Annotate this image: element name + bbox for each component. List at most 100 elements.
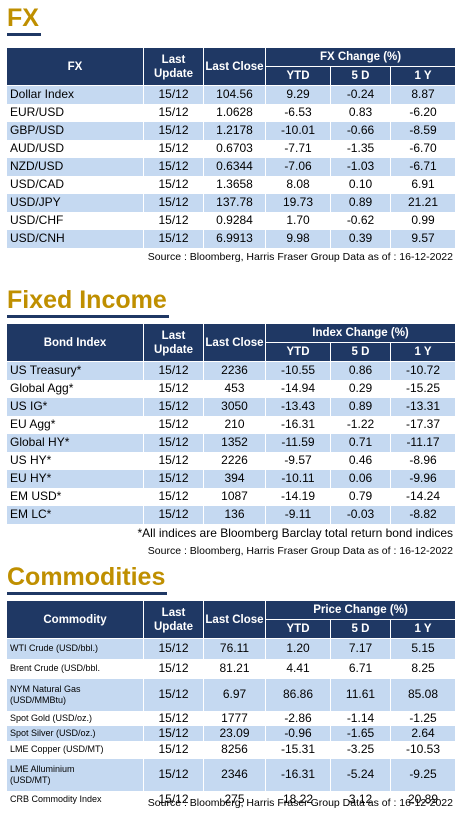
cell: 15/12 xyxy=(143,433,204,452)
cell: -13.31 xyxy=(389,397,457,416)
row-label: EM USD* xyxy=(6,487,144,506)
cell: -17.37 xyxy=(389,415,457,434)
cell: -15.31 xyxy=(265,740,331,759)
cell: 2236 xyxy=(203,361,266,380)
section-title: Fixed Income xyxy=(7,285,169,318)
cell: -1.35 xyxy=(330,139,391,158)
cell: 15/12 xyxy=(143,725,204,741)
cell: 0.46 xyxy=(330,451,391,470)
cell: -8.96 xyxy=(389,451,457,470)
cell: 11.61 xyxy=(330,678,391,711)
cell: 23.09 xyxy=(203,725,266,741)
cell: 0.06 xyxy=(330,469,391,488)
cell: 0.29 xyxy=(330,379,391,398)
cell: 15/12 xyxy=(143,469,204,488)
cell: 6.71 xyxy=(330,658,391,679)
column-header: Last Close xyxy=(203,600,266,639)
table-row: WTI Crude (USD/bbl.) 15/12 76.11 1.20 7.17 5.… xyxy=(6,638,456,659)
cell: -13.43 xyxy=(265,397,331,416)
row-label: NZD/USD xyxy=(6,157,144,176)
column-header: Last Update xyxy=(143,600,204,639)
table-row: NZD/USD 15/12 0.6344 -7.06 -1.03 -6.71 xyxy=(6,157,457,176)
sub-header: 1 Y xyxy=(389,66,457,86)
row-label: EU Agg* xyxy=(6,415,144,434)
table-row: EM LC* 15/12 136 -9.11 -0.03 -8.82 xyxy=(6,505,457,524)
cell: 394 xyxy=(203,469,266,488)
cell: 15/12 xyxy=(143,790,204,809)
row-label: CRB Commodity Index xyxy=(6,790,144,809)
cell: 453 xyxy=(203,379,266,398)
row-label: Global HY* xyxy=(6,433,144,452)
data-table: Commodity Last Update Last Close Price Chan… xyxy=(6,600,456,809)
source-note: Source : Bloomberg, Harris Fraser Group … xyxy=(147,797,453,809)
column-header: Last Close xyxy=(203,323,266,362)
cell: 6.97 xyxy=(203,678,266,711)
table-row: GBP/USD 15/12 1.2178 -10.01 -0.66 -8.59 xyxy=(6,121,457,140)
cell: 9.29 xyxy=(265,85,331,104)
cell: -11.59 xyxy=(265,433,331,452)
cell: 15/12 xyxy=(143,658,204,679)
column-header: FX xyxy=(6,47,144,86)
cell: -8.82 xyxy=(389,505,457,524)
cell: 6.9913 xyxy=(203,229,266,248)
group-header: Index Change (%) xyxy=(264,323,457,343)
cell: 15/12 xyxy=(143,710,204,726)
cell: -9.11 xyxy=(265,505,331,524)
cell: -14.94 xyxy=(265,379,331,398)
cell: 1.20 xyxy=(265,638,331,659)
row-label: USD/CAD xyxy=(6,175,144,194)
cell: -9.25 xyxy=(390,758,456,791)
cell: 210 xyxy=(203,415,266,434)
cell: 9.98 xyxy=(265,229,331,248)
column-header: Last Update xyxy=(143,47,204,86)
cell: 1.70 xyxy=(265,211,331,230)
table-row: USD/CAD 15/12 1.3658 8.08 0.10 6.91 xyxy=(6,175,457,194)
cell: 104.56 xyxy=(203,85,266,104)
header-row: FX Last Update Last Close FX Change (%) xyxy=(6,47,457,86)
row-label: NYM Natural Gas (USD/MMBtu) xyxy=(6,678,144,711)
cell: -11.17 xyxy=(389,433,457,452)
cell: 15/12 xyxy=(143,103,204,122)
cell: 15/12 xyxy=(143,758,204,791)
sub-header: 1 Y xyxy=(390,619,456,639)
cell: -1.65 xyxy=(330,725,391,741)
cell: 0.6703 xyxy=(203,139,266,158)
cell: 3050 xyxy=(203,397,266,416)
table-row: USD/JPY 15/12 137.78 19.73 0.89 21.21 xyxy=(6,193,457,212)
group-header: FX Change (%) xyxy=(264,47,457,67)
row-label: EUR/USD xyxy=(6,103,144,122)
table-row: Global Agg* 15/12 453 -14.94 0.29 -15.25 xyxy=(6,379,457,398)
table-row: EU Agg* 15/12 210 -16.31 -1.22 -17.37 xyxy=(6,415,457,434)
row-label: EU HY* xyxy=(6,469,144,488)
cell: 8.87 xyxy=(389,85,457,104)
cell: -1.22 xyxy=(330,415,391,434)
cell: -6.70 xyxy=(389,139,457,158)
cell: 7.17 xyxy=(330,638,391,659)
cell: -6.53 xyxy=(265,103,331,122)
cell: -14.24 xyxy=(389,487,457,506)
cell: 15/12 xyxy=(143,175,204,194)
column-header: Last Update xyxy=(143,323,204,362)
row-label: US IG* xyxy=(6,397,144,416)
cell: -15.25 xyxy=(389,379,457,398)
cell: -7.71 xyxy=(265,139,331,158)
row-label: US HY* xyxy=(6,451,144,470)
row-label: LME Alluminium (USD/MT) xyxy=(6,758,144,791)
cell: 1087 xyxy=(203,487,266,506)
cell: -1.03 xyxy=(330,157,391,176)
cell: 15/12 xyxy=(143,139,204,158)
section-title: FX xyxy=(7,3,41,36)
cell: 15/12 xyxy=(143,740,204,759)
table-row: USD/CNH 15/12 6.9913 9.98 0.39 9.57 xyxy=(6,229,457,248)
cell: 0.10 xyxy=(330,175,391,194)
cell: 8.25 xyxy=(390,658,456,679)
table-row: US IG* 15/12 3050 -13.43 0.89 -13.31 xyxy=(6,397,457,416)
cell: 0.6344 xyxy=(203,157,266,176)
cell: 15/12 xyxy=(143,211,204,230)
cell: 8.08 xyxy=(265,175,331,194)
cell: -8.59 xyxy=(389,121,457,140)
cell: 4.41 xyxy=(265,658,331,679)
cell: 1.3658 xyxy=(203,175,266,194)
